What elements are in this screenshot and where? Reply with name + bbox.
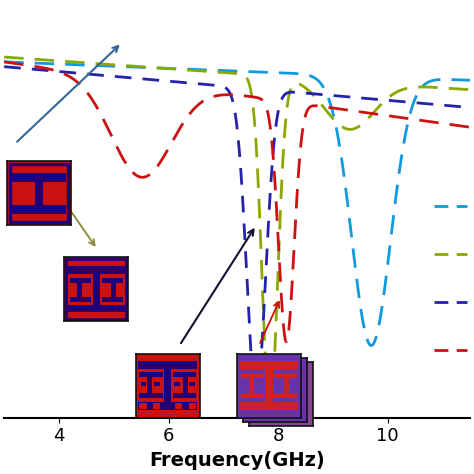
Bar (274, 378, 284, 393)
Bar (68, 266, 125, 274)
Bar (241, 378, 248, 393)
Bar (139, 403, 146, 409)
Bar (248, 373, 254, 398)
Bar (284, 373, 290, 398)
Bar (254, 378, 264, 393)
Bar (102, 278, 123, 283)
Bar (77, 278, 82, 302)
Bar (139, 377, 147, 393)
Bar (189, 403, 196, 409)
Bar (290, 378, 297, 393)
Bar (241, 373, 264, 378)
Bar (173, 377, 183, 393)
Bar (35, 173, 43, 214)
Bar (239, 402, 299, 410)
Bar (175, 403, 182, 409)
Bar (68, 274, 92, 305)
Bar (100, 274, 125, 305)
Bar (68, 305, 125, 312)
Bar (239, 361, 299, 369)
Bar (43, 182, 66, 205)
Bar (116, 283, 123, 297)
Bar (190, 382, 194, 385)
Bar (70, 297, 91, 302)
Bar (12, 182, 35, 205)
Bar (110, 278, 116, 302)
Bar (154, 382, 160, 385)
Bar (92, 266, 100, 312)
Bar (153, 403, 160, 409)
Bar (241, 393, 264, 398)
Bar (183, 372, 188, 398)
Bar (274, 373, 297, 378)
Bar (138, 369, 164, 402)
Bar (274, 393, 297, 398)
Bar (173, 393, 196, 398)
Bar (139, 393, 163, 398)
Bar (82, 283, 91, 297)
Bar (164, 361, 172, 410)
Bar (174, 382, 181, 385)
Bar (70, 283, 77, 297)
Bar (70, 278, 91, 283)
Bar (138, 361, 197, 369)
Bar (152, 377, 163, 393)
Bar (273, 369, 299, 402)
Bar (138, 402, 197, 410)
Bar (102, 297, 123, 302)
Bar (188, 377, 196, 393)
Bar (147, 372, 152, 398)
Bar (141, 382, 146, 385)
Bar (173, 372, 196, 377)
Bar (265, 361, 273, 410)
Bar (139, 372, 163, 377)
Bar (172, 369, 197, 402)
X-axis label: Frequency(GHz): Frequency(GHz) (149, 451, 325, 470)
Bar (102, 283, 110, 297)
Bar (12, 205, 66, 214)
Bar (239, 369, 265, 402)
Bar (12, 173, 66, 182)
